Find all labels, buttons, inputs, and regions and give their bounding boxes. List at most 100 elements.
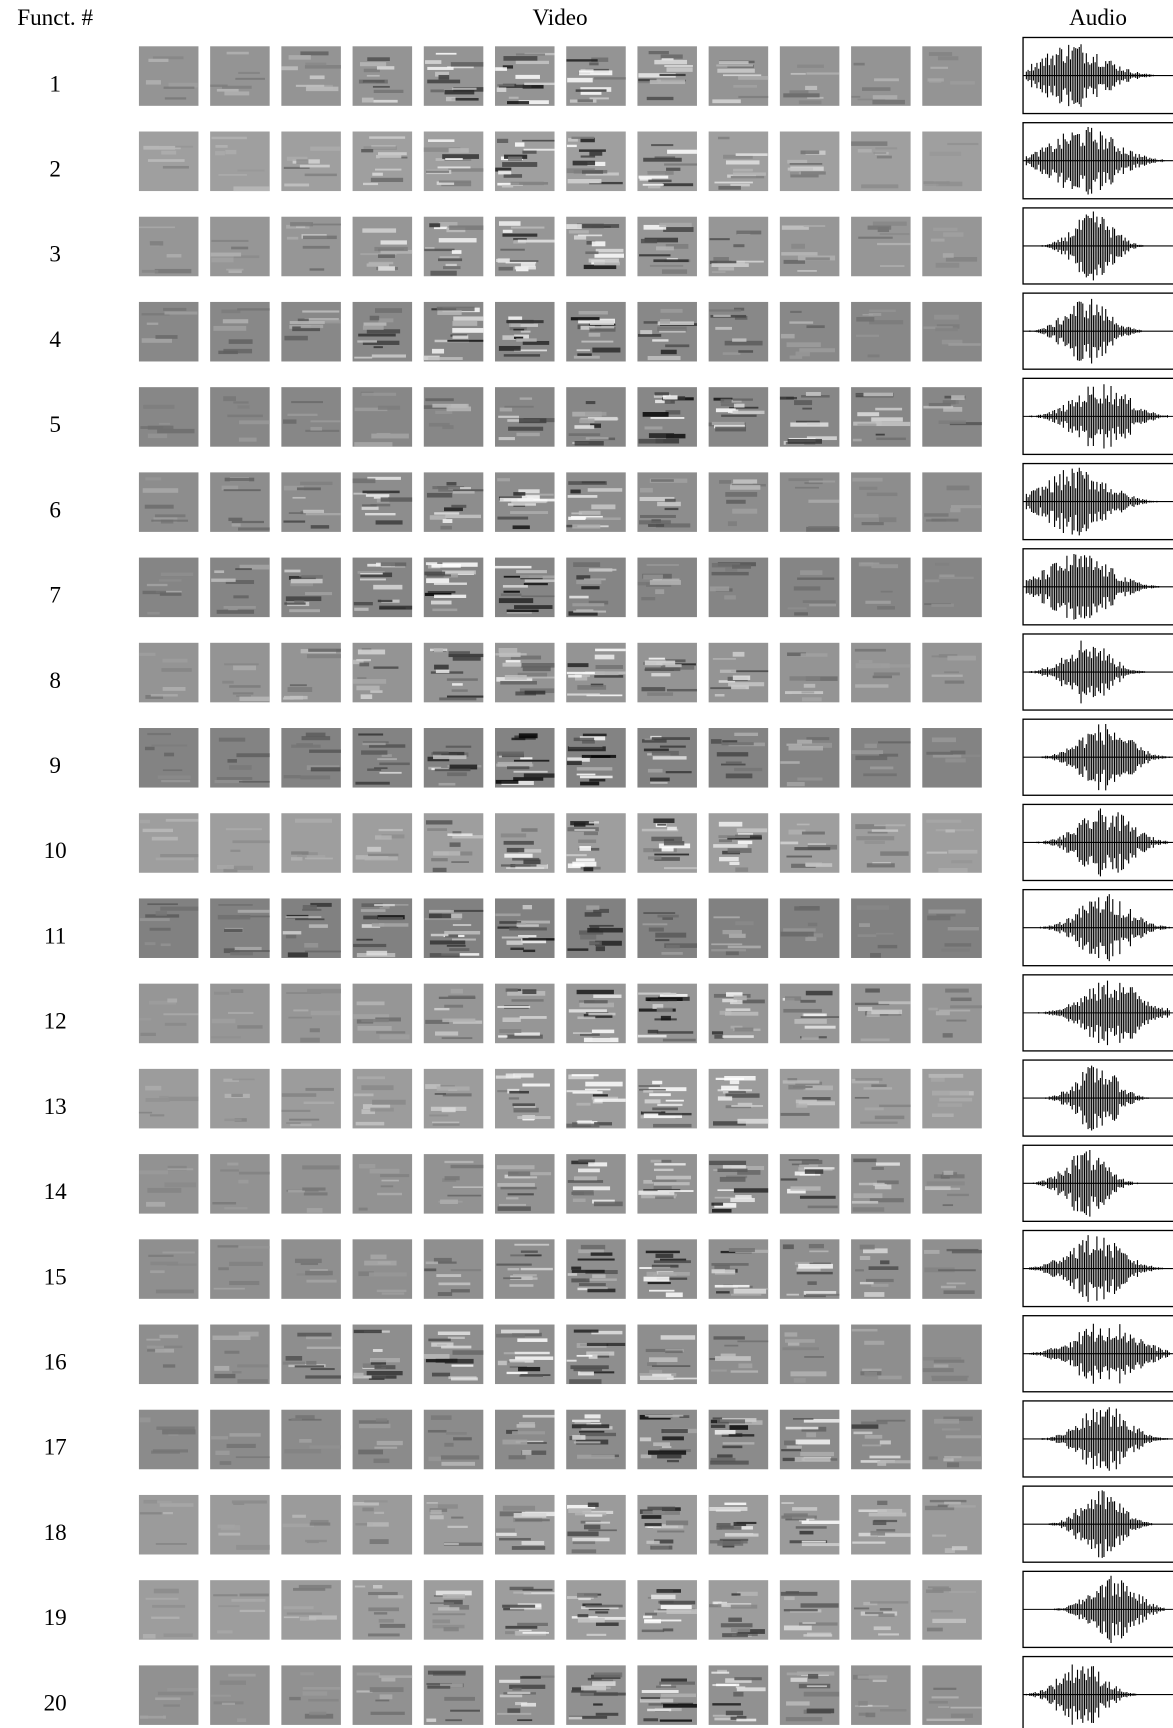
patch-stripe — [577, 767, 613, 770]
video-patch — [495, 46, 555, 106]
video-patch — [851, 1665, 911, 1725]
patch-stripe — [301, 1263, 318, 1265]
video-patch — [922, 302, 982, 362]
patch-stripe — [712, 1703, 741, 1705]
patch-stripe — [427, 67, 453, 70]
patch-stripe — [453, 656, 481, 661]
patch-stripe — [444, 1005, 463, 1008]
patch-stripe — [495, 566, 531, 569]
patch-stripe — [640, 488, 653, 493]
video-patch — [780, 728, 840, 788]
patch-stripe — [516, 61, 549, 64]
patch-stripe — [359, 1208, 368, 1211]
patch-stripe — [431, 1415, 452, 1420]
patch-stripe — [588, 488, 623, 492]
patch-stripe — [428, 1457, 441, 1461]
patch-stripe — [596, 946, 605, 951]
patch-stripe — [425, 60, 441, 64]
patch-stripe — [499, 1680, 520, 1683]
patch-stripe — [381, 497, 412, 501]
patch-stripe — [515, 142, 524, 146]
patch-stripe — [501, 833, 526, 837]
video-patch — [210, 813, 270, 873]
patch-stripe — [366, 494, 389, 497]
patch-stripe — [432, 404, 468, 408]
patch-stripe — [802, 1622, 815, 1624]
patch-stripe — [239, 697, 269, 701]
patch-stripe — [452, 1350, 483, 1355]
patch-stripe — [647, 692, 673, 696]
patch-stripe — [501, 1187, 537, 1189]
patch-stripe — [877, 1501, 887, 1505]
patch-background — [210, 46, 270, 106]
video-patch — [210, 1069, 270, 1129]
patch-stripe — [931, 604, 954, 607]
patch-stripe — [732, 338, 746, 341]
patch-stripe — [593, 1703, 603, 1705]
patch-stripe — [730, 485, 760, 490]
patch-stripe — [497, 139, 508, 143]
patch-stripe — [939, 1010, 970, 1012]
patch-stripe — [233, 840, 270, 843]
patch-stripe — [880, 1608, 892, 1611]
patch-stripe — [296, 743, 313, 746]
patch-stripe — [523, 950, 535, 952]
patch-stripe — [649, 51, 669, 54]
video-patch — [210, 1154, 270, 1214]
patch-stripe — [952, 1546, 967, 1550]
patch-stripe — [452, 1365, 474, 1367]
patch-stripe — [379, 829, 403, 831]
patch-stripe — [568, 1180, 603, 1183]
patch-stripe — [663, 227, 693, 232]
patch-stripe — [652, 1081, 662, 1084]
patch-stripe — [449, 948, 469, 951]
patch-stripe — [374, 1512, 384, 1514]
video-patch — [637, 217, 697, 277]
patch-stripe — [860, 1245, 875, 1250]
patch-stripe — [305, 430, 339, 432]
video-patch — [353, 1665, 413, 1725]
patch-stripe — [736, 231, 761, 235]
patch-stripe — [639, 439, 664, 444]
patch-stripe — [663, 183, 693, 186]
patch-stripe — [224, 663, 259, 665]
patch-stripe — [367, 329, 400, 333]
patch-stripe — [784, 1609, 818, 1611]
patch-stripe — [510, 511, 548, 514]
patch-background — [353, 984, 413, 1044]
patch-stripe — [660, 309, 682, 313]
patch-stripe — [378, 318, 393, 322]
patch-stripe — [643, 1511, 680, 1515]
patch-stripe — [440, 256, 460, 258]
patch-stripe — [439, 697, 476, 700]
patch-stripe — [236, 1545, 269, 1550]
patch-stripe — [865, 601, 890, 604]
patch-stripe — [800, 570, 822, 575]
video-patch — [424, 302, 484, 362]
patch-stripe — [310, 427, 322, 431]
patch-stripe — [642, 1630, 664, 1633]
patch-stripe — [288, 1017, 312, 1019]
patch-stripe — [230, 952, 253, 955]
patch-background — [139, 558, 199, 618]
patch-background — [851, 1665, 911, 1725]
patch-stripe — [504, 841, 534, 845]
patch-stripe — [445, 515, 481, 518]
patch-stripe — [719, 839, 732, 842]
video-patch — [353, 217, 413, 277]
patch-stripe — [289, 512, 303, 514]
patch-background — [637, 558, 697, 618]
patch-stripe — [499, 1029, 521, 1033]
patch-stripe — [654, 1169, 674, 1171]
patch-stripe — [932, 1588, 950, 1591]
patch-stripe — [512, 1431, 545, 1434]
patch-stripe — [358, 1026, 392, 1031]
patch-stripe — [305, 951, 341, 953]
patch-stripe — [934, 1364, 949, 1367]
patch-stripe — [496, 1334, 525, 1338]
patch-stripe — [711, 1369, 727, 1371]
row-number: 17 — [44, 1435, 67, 1461]
video-patch — [922, 217, 982, 277]
patch-stripe — [146, 1339, 160, 1341]
patch-stripe — [424, 1354, 449, 1359]
